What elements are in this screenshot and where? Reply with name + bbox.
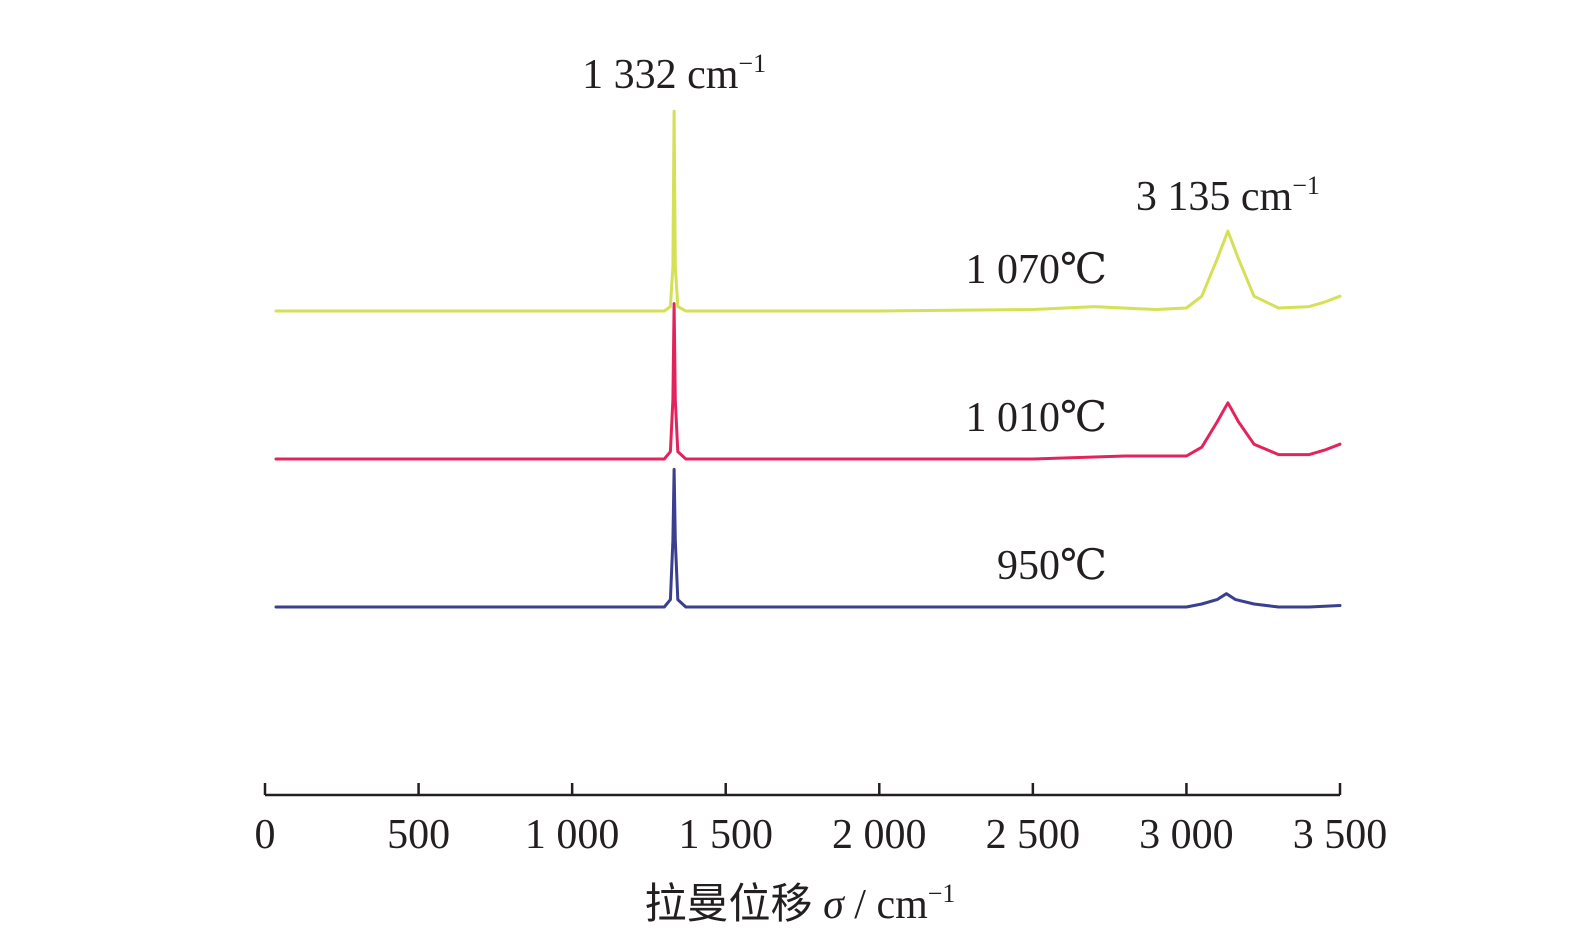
x-axis-title: 拉曼位移 σ / cm−1: [645, 879, 956, 928]
series-line-950C: [274, 467, 1342, 609]
x-tick-label-500: 500: [387, 812, 450, 858]
x-tick-label-1500: 1 500: [678, 812, 773, 858]
x-tick-label-2000: 2 000: [832, 812, 927, 858]
x-axis: 0 500 1 000 1 500 2 000 2 500 3 000 3 500: [255, 783, 1388, 858]
x-tick-label-0: 0: [255, 812, 276, 858]
peak-label-1332: 1 332 cm−1: [582, 49, 766, 98]
labels-layer: 拉曼位移 σ / cm−1 1 070℃ 1 010℃ 950℃ 1 332 cm−1 3…: [582, 49, 1320, 928]
series-layer: [274, 109, 1342, 609]
series-line-1-010C: [274, 302, 1342, 461]
peak-label-3135: 3 135 cm−1: [1136, 171, 1320, 220]
series-line-1-070C: [274, 109, 1342, 313]
x-tick-label-2500: 2 500: [986, 812, 1081, 858]
series-label-1-070C: 1 070℃: [966, 247, 1107, 293]
x-tick-label-3500: 3 500: [1293, 812, 1388, 858]
series-label-1-010C: 1 010℃: [966, 395, 1107, 441]
series-label-950C: 950℃: [997, 543, 1107, 589]
x-tick-label-3000: 3 000: [1139, 812, 1234, 858]
x-tick-label-1000: 1 000: [525, 812, 620, 858]
